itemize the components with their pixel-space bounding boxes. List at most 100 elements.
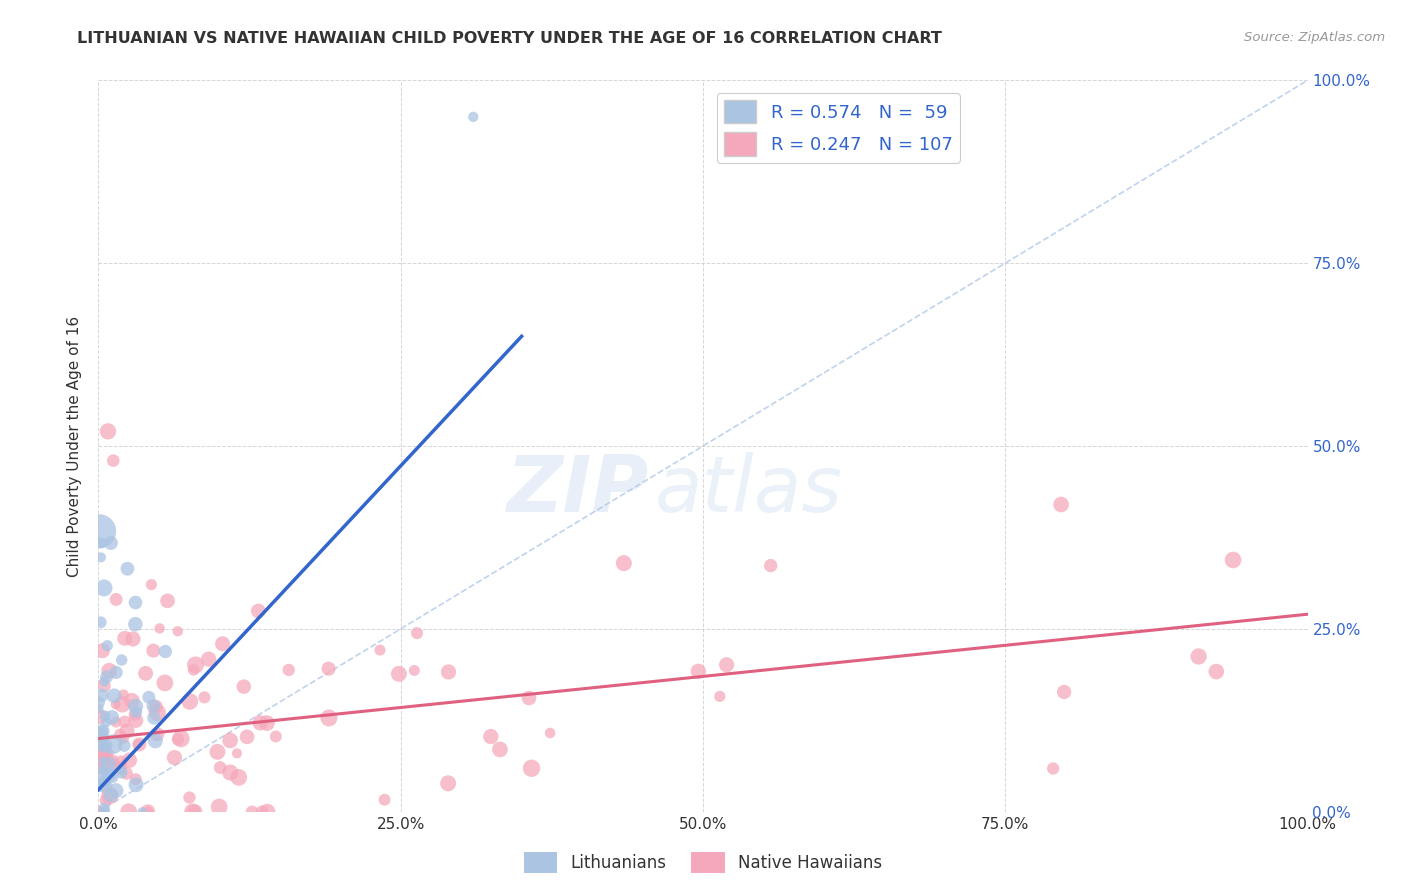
Point <box>142 643 165 657</box>
Point <box>110 761 132 775</box>
Point <box>112 731 135 746</box>
Point <box>124 596 146 610</box>
Point <box>716 657 738 672</box>
Point <box>437 665 460 679</box>
Point <box>118 805 141 819</box>
Point <box>163 750 186 764</box>
Point <box>89 524 111 539</box>
Point <box>90 727 112 741</box>
Point <box>318 711 340 725</box>
Point <box>256 805 278 819</box>
Point <box>374 793 396 807</box>
Point <box>264 730 287 744</box>
Text: atlas: atlas <box>655 452 842 528</box>
Point <box>101 754 124 768</box>
Point <box>91 754 114 768</box>
Point <box>87 735 110 749</box>
Point <box>101 737 124 751</box>
Point <box>368 643 391 657</box>
Point <box>124 617 146 632</box>
Point <box>125 778 148 792</box>
Point <box>112 739 135 753</box>
Point <box>128 738 150 752</box>
Point <box>1205 665 1227 679</box>
Point <box>98 664 121 678</box>
Point <box>114 714 136 729</box>
Point <box>90 747 112 761</box>
Point <box>136 805 159 819</box>
Point <box>91 688 114 702</box>
Point <box>90 536 112 550</box>
Point <box>93 805 115 819</box>
Point <box>247 604 270 618</box>
Point <box>89 756 111 771</box>
Point <box>91 768 114 782</box>
Point <box>167 732 190 747</box>
Point <box>127 737 149 751</box>
Point <box>87 695 110 709</box>
Point <box>94 739 117 753</box>
Point <box>489 742 512 756</box>
Point <box>145 699 167 714</box>
Point <box>141 577 163 591</box>
Point <box>115 724 138 739</box>
Point <box>94 776 117 790</box>
Point <box>183 663 205 677</box>
Point <box>94 793 117 807</box>
Point <box>110 755 132 769</box>
Point <box>1042 762 1064 776</box>
Point <box>149 622 172 636</box>
Point <box>90 763 112 777</box>
Point <box>89 779 111 793</box>
Point <box>91 774 114 789</box>
Point <box>90 550 112 565</box>
Point <box>1050 498 1073 512</box>
Point <box>98 766 121 780</box>
Point <box>759 558 782 573</box>
Point <box>538 726 561 740</box>
Point <box>98 789 121 803</box>
Point <box>111 765 134 780</box>
Point <box>103 453 125 467</box>
Point <box>153 676 176 690</box>
Point <box>121 694 143 708</box>
Point <box>208 800 231 814</box>
Point <box>124 707 146 722</box>
Point <box>613 556 636 570</box>
Point <box>250 805 273 819</box>
Point <box>219 733 242 747</box>
Point <box>688 665 710 679</box>
Point <box>93 749 115 764</box>
Point <box>94 746 117 760</box>
Point <box>90 615 112 630</box>
Point <box>156 594 179 608</box>
Point <box>91 723 114 738</box>
Point <box>131 805 153 819</box>
Point <box>94 740 117 755</box>
Point <box>98 768 121 782</box>
Point <box>256 716 278 731</box>
Point <box>166 624 188 639</box>
Point <box>112 688 135 702</box>
Point <box>90 737 112 751</box>
Point <box>146 727 169 741</box>
Point <box>103 757 125 772</box>
Point <box>142 699 165 714</box>
Point <box>105 592 128 607</box>
Point <box>181 805 204 819</box>
Point <box>517 691 540 706</box>
Point <box>115 766 138 780</box>
Point <box>96 751 118 765</box>
Point <box>101 770 124 784</box>
Point <box>193 690 215 705</box>
Point <box>110 763 132 777</box>
Point <box>277 663 299 677</box>
Point <box>1188 649 1211 664</box>
Point <box>240 805 263 819</box>
Point <box>100 536 122 550</box>
Point <box>118 753 141 767</box>
Point <box>91 739 114 753</box>
Point <box>135 666 157 681</box>
Point <box>91 749 114 764</box>
Point <box>155 644 177 658</box>
